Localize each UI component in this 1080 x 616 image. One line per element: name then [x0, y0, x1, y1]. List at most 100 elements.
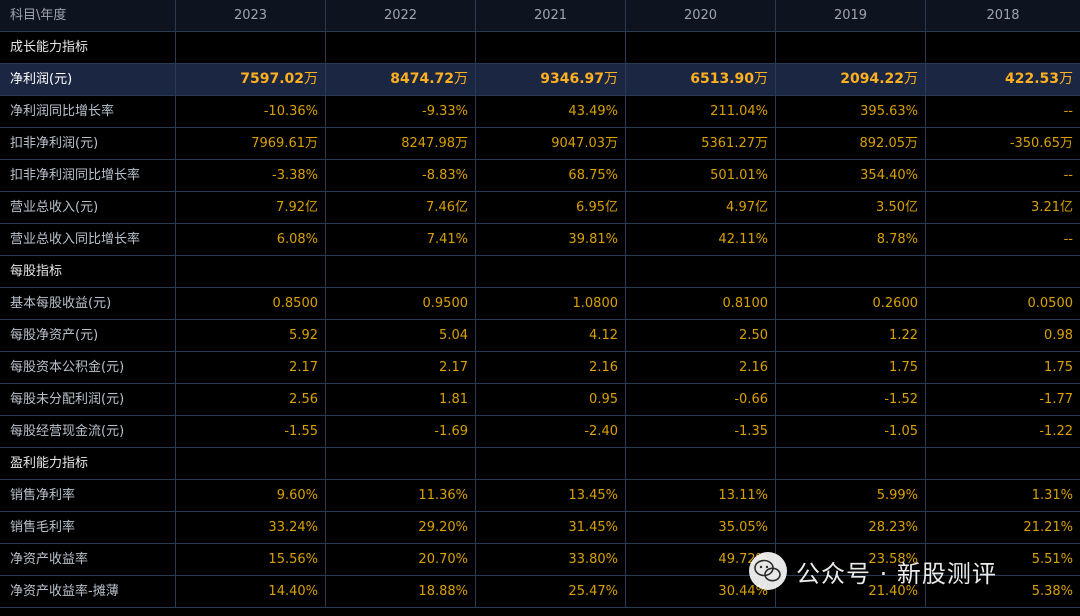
- table-cell: 354.40%: [776, 160, 926, 192]
- table-cell: 2.16: [626, 352, 776, 384]
- table-row-eps[interactable]: 基本每股收益(元) 0.8500 0.9500 1.0800 0.8100 0.…: [0, 288, 1080, 320]
- table-row-net-profit-yoy[interactable]: 净利润同比增长率 -10.36% -9.33% 43.49% 211.04% 3…: [0, 96, 1080, 128]
- table-cell: -10.36%: [176, 96, 326, 128]
- table-cell: 15.56%: [176, 544, 326, 576]
- table-cell: 1.22: [776, 320, 926, 352]
- row-label: 净资产收益率-摊薄: [0, 576, 176, 608]
- table-row-revenue[interactable]: 营业总收入(元) 7.92亿 7.46亿 6.95亿 4.97亿 3.50亿 3…: [0, 192, 1080, 224]
- table-cell: 9.60%: [176, 480, 326, 512]
- table-cell: 0.8100: [626, 288, 776, 320]
- table-cell: -2.40: [476, 416, 626, 448]
- table-cell: -8.83%: [326, 160, 476, 192]
- table-cell: 21.40%: [776, 576, 926, 608]
- table-row-deducted-profit[interactable]: 扣非净利润(元) 7969.61万 8247.98万 9047.03万 5361…: [0, 128, 1080, 160]
- table-cell: 0.9500: [326, 288, 476, 320]
- table-cell: 5.38%: [926, 576, 1080, 608]
- table-cell: 39.81%: [476, 224, 626, 256]
- table-cell: 1.81: [326, 384, 476, 416]
- wechat-watermark: 公众号 · 新股测评: [748, 548, 997, 594]
- table-cell: 7.92亿: [176, 192, 326, 224]
- table-cell: 1.31%: [926, 480, 1080, 512]
- table-cell: 0.95: [476, 384, 626, 416]
- row-label: 每股未分配利润(元): [0, 384, 176, 416]
- table-cell: 8.78%: [776, 224, 926, 256]
- table-cell: 42.11%: [626, 224, 776, 256]
- table-cell: 211.04%: [626, 96, 776, 128]
- section-row-per-share: 每股指标: [0, 256, 1080, 288]
- table-cell: --: [926, 160, 1080, 192]
- row-label: 净资产收益率: [0, 544, 176, 576]
- table-cell: 35.05%: [626, 512, 776, 544]
- table-cell: 5.04: [326, 320, 476, 352]
- table-cell: 5.99%: [776, 480, 926, 512]
- row-label: 净利润同比增长率: [0, 96, 176, 128]
- table-cell: 7597.02万: [176, 64, 326, 96]
- table-cell: 8247.98万: [326, 128, 476, 160]
- table-cell: 7969.61万: [176, 128, 326, 160]
- row-label: 营业总收入(元): [0, 192, 176, 224]
- table-cell: 18.88%: [326, 576, 476, 608]
- table-cell: -1.35: [626, 416, 776, 448]
- row-label: 扣非净利润同比增长率: [0, 160, 176, 192]
- year-column-header[interactable]: 2022: [326, 0, 476, 32]
- table-cell: -1.77: [926, 384, 1080, 416]
- year-column-header[interactable]: 2023: [176, 0, 326, 32]
- table-cell: 25.47%: [476, 576, 626, 608]
- table-header-row: 科目\年度 2023 2022 2021 2020 2019 2018: [0, 0, 1080, 32]
- year-column-header[interactable]: 2020: [626, 0, 776, 32]
- table-cell: -1.05: [776, 416, 926, 448]
- table-cell: 11.36%: [326, 480, 476, 512]
- table-cell: 30.44%: [626, 576, 776, 608]
- table-row-revenue-yoy[interactable]: 营业总收入同比增长率 6.08% 7.41% 39.81% 42.11% 8.7…: [0, 224, 1080, 256]
- table-cell: 6.95亿: [476, 192, 626, 224]
- table-cell: 422.53万: [926, 64, 1080, 96]
- table-cell: 13.45%: [476, 480, 626, 512]
- section-title: 每股指标: [0, 256, 176, 288]
- table-row-ocf-ps[interactable]: 每股经营现金流(元) -1.55 -1.69 -2.40 -1.35 -1.05…: [0, 416, 1080, 448]
- table-row-net-profit[interactable]: 净利润(元) 7597.02万 8474.72万 9346.97万 6513.9…: [0, 64, 1080, 96]
- table-cell: 4.97亿: [626, 192, 776, 224]
- section-title: 盈利能力指标: [0, 448, 176, 480]
- watermark-text: 公众号 · 新股测评: [796, 559, 997, 588]
- table-row-capital-reserve-ps[interactable]: 每股资本公积金(元) 2.17 2.17 2.16 2.16 1.75 1.75: [0, 352, 1080, 384]
- table-cell: -1.22: [926, 416, 1080, 448]
- row-label: 每股经营现金流(元): [0, 416, 176, 448]
- table-cell: 4.12: [476, 320, 626, 352]
- table-cell: 7.41%: [326, 224, 476, 256]
- table-cell: 2.50: [626, 320, 776, 352]
- table-cell: 0.8500: [176, 288, 326, 320]
- table-cell: 20.70%: [326, 544, 476, 576]
- table-cell: 9346.97万: [476, 64, 626, 96]
- header-corner: 科目\年度: [0, 0, 176, 32]
- table-cell: 0.98: [926, 320, 1080, 352]
- table-row-roe[interactable]: 净资产收益率 15.56% 20.70% 33.80% 49.72% 23.58…: [0, 544, 1080, 576]
- table-cell: 0.0500: [926, 288, 1080, 320]
- table-cell: 1.0800: [476, 288, 626, 320]
- table-cell: 43.49%: [476, 96, 626, 128]
- year-column-header[interactable]: 2019: [776, 0, 926, 32]
- table-row-net-margin[interactable]: 销售净利率 9.60% 11.36% 13.45% 13.11% 5.99% 1…: [0, 480, 1080, 512]
- table-cell: -1.52: [776, 384, 926, 416]
- row-label: 销售净利率: [0, 480, 176, 512]
- table-row-roe-diluted[interactable]: 净资产收益率-摊薄 14.40% 18.88% 25.47% 30.44% 21…: [0, 576, 1080, 608]
- table-cell: -350.65万: [926, 128, 1080, 160]
- table-cell: 7.46亿: [326, 192, 476, 224]
- wechat-icon: [749, 552, 787, 590]
- table-cell: 6513.90万: [626, 64, 776, 96]
- table-cell: 5.51%: [926, 544, 1080, 576]
- table-cell: 3.21亿: [926, 192, 1080, 224]
- table-cell: 5361.27万: [626, 128, 776, 160]
- table-cell: 2.17: [326, 352, 476, 384]
- table-cell: -1.55: [176, 416, 326, 448]
- table-cell: 1.75: [926, 352, 1080, 384]
- table-cell: 1.75: [776, 352, 926, 384]
- table-cell: 23.58%: [776, 544, 926, 576]
- section-row-profitability: 盈利能力指标: [0, 448, 1080, 480]
- year-column-header[interactable]: 2021: [476, 0, 626, 32]
- year-column-header[interactable]: 2018: [926, 0, 1080, 32]
- table-row-gross-margin[interactable]: 销售毛利率 33.24% 29.20% 31.45% 35.05% 28.23%…: [0, 512, 1080, 544]
- table-row-bvps[interactable]: 每股净资产(元) 5.92 5.04 4.12 2.50 1.22 0.98: [0, 320, 1080, 352]
- table-row-deducted-profit-yoy[interactable]: 扣非净利润同比增长率 -3.38% -8.83% 68.75% 501.01% …: [0, 160, 1080, 192]
- row-label: 基本每股收益(元): [0, 288, 176, 320]
- table-row-undistributed-ps[interactable]: 每股未分配利润(元) 2.56 1.81 0.95 -0.66 -1.52 -1…: [0, 384, 1080, 416]
